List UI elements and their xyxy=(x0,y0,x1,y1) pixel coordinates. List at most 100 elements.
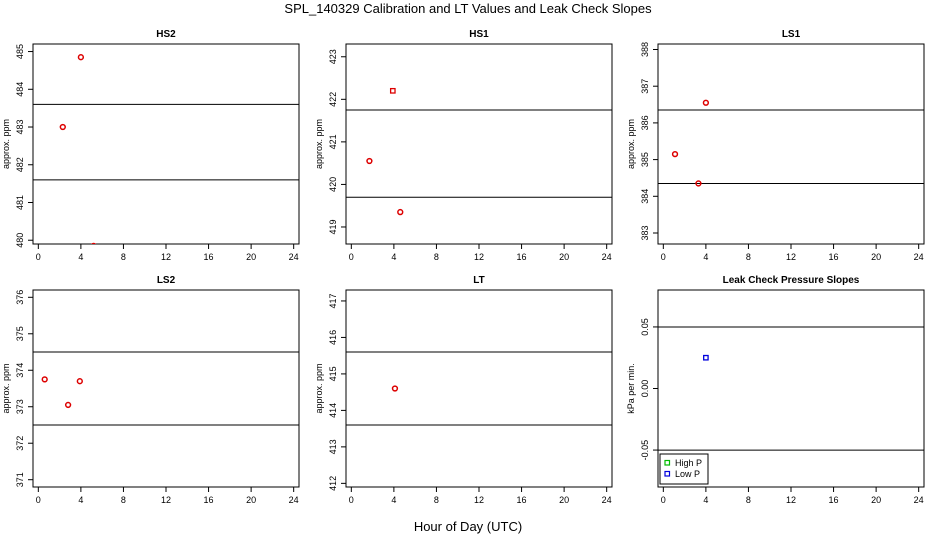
x-tick-label: 4 xyxy=(391,495,396,505)
legend-label: High P xyxy=(675,458,702,468)
y-tick-label: 372 xyxy=(15,436,25,451)
y-tick-label: 374 xyxy=(15,363,25,378)
x-tick-label: 8 xyxy=(746,252,751,262)
x-axis-label: Hour of Day (UTC) xyxy=(413,519,523,534)
x-tick-label: 0 xyxy=(349,252,354,262)
y-axis-label: approx. ppm xyxy=(1,119,11,169)
panel-title: LT xyxy=(473,275,484,286)
plot-frame xyxy=(345,289,613,488)
data-points xyxy=(391,385,399,392)
legend-box xyxy=(659,453,709,485)
legend-label: Low P xyxy=(675,469,700,479)
y-axis-label: approx. ppm xyxy=(314,119,324,169)
x-tick-label: 8 xyxy=(434,495,439,505)
data-point xyxy=(77,54,85,61)
x-tick-label: 20 xyxy=(246,495,256,505)
data-points xyxy=(366,87,404,216)
x-tick-label: 24 xyxy=(289,495,299,505)
x-tick-label: 8 xyxy=(121,495,126,505)
x-tick-label: 0 xyxy=(661,495,666,505)
data-point xyxy=(391,385,399,392)
x-tick-label: 4 xyxy=(703,495,708,505)
data-point xyxy=(64,401,72,409)
y-tick-label: 386 xyxy=(640,115,650,130)
x-tick-label: 4 xyxy=(78,252,83,262)
panel-title: HS2 xyxy=(156,29,176,40)
x-tick-label: 12 xyxy=(474,252,484,262)
y-tick-label: 485 xyxy=(15,44,25,59)
x-tick-label: 12 xyxy=(786,252,796,262)
y-tick-label: 375 xyxy=(15,326,25,341)
x-tick-label: 20 xyxy=(559,252,569,262)
panel-leak-check-pressure-slopes: Leak Check Pressure Slopes 0 4 8 12 16 20 24 -0.… xyxy=(626,275,925,505)
y-tick-label: 480 xyxy=(15,233,25,248)
legend-marker xyxy=(664,459,671,466)
x-tick-label: 4 xyxy=(391,252,396,262)
y-tick-label: 484 xyxy=(15,82,25,97)
plot-frame xyxy=(345,43,613,245)
y-tick-label: 422 xyxy=(328,92,338,107)
y-tick-label: 419 xyxy=(328,219,338,234)
y-tick-label: 371 xyxy=(15,472,25,487)
panel-ls1: LS1 0 4 8 12 16 20 24 383 384 385 386 387 388 approx. … xyxy=(626,29,925,262)
y-tick-label: 413 xyxy=(328,439,338,454)
data-point xyxy=(41,376,48,383)
data-point xyxy=(91,242,97,244)
x-tick-label: 4 xyxy=(703,252,708,262)
y-axis-label: kPa per min. xyxy=(626,363,636,414)
plot-frame xyxy=(32,289,300,488)
y-tick-label: 423 xyxy=(328,49,338,64)
page-title: SPL_140329 Calibration and LT Values and… xyxy=(284,1,652,16)
x-tick-label: 20 xyxy=(559,495,569,505)
panel-lt: LT 0 4 8 12 16 20 24 412 413 414 415 416 417 approx. p… xyxy=(314,275,613,505)
panel-hs1: HS1 0 4 8 12 16 20 24 419 420 421 422 423 approx. ppm xyxy=(314,29,613,262)
x-tick-label: 16 xyxy=(829,252,839,262)
y-tick-label: 373 xyxy=(15,399,25,414)
x-tick-label: 12 xyxy=(786,495,796,505)
x-tick-label: 16 xyxy=(829,495,839,505)
panel-title: Leak Check Pressure Slopes xyxy=(723,275,860,286)
data-point xyxy=(389,87,396,94)
y-axis-label: approx. ppm xyxy=(626,119,636,169)
x-tick-label: 0 xyxy=(349,495,354,505)
x-tick-label: 24 xyxy=(289,252,299,262)
x-tick-label: 20 xyxy=(871,252,881,262)
y-tick-label: 417 xyxy=(328,293,338,308)
data-points xyxy=(59,54,97,244)
x-tick-label: 16 xyxy=(517,495,527,505)
y-tick-label: -0.05 xyxy=(640,440,650,461)
legend-marker xyxy=(664,470,671,477)
x-tick-label: 8 xyxy=(121,252,126,262)
y-axis-label: approx. ppm xyxy=(1,363,11,413)
x-tick-label: 16 xyxy=(204,252,214,262)
y-tick-label: 388 xyxy=(640,42,650,57)
plot-frame xyxy=(657,43,925,245)
y-tick-label: 383 xyxy=(640,225,650,240)
x-tick-label: 4 xyxy=(78,495,83,505)
y-tick-label: 0.05 xyxy=(640,318,650,336)
panel-ls2: LS2 0 4 8 12 16 20 24 371 372 373 374 375 376 approx. … xyxy=(1,275,300,505)
y-tick-label: 387 xyxy=(640,79,650,94)
y-tick-label: 421 xyxy=(328,134,338,149)
panel-title: HS1 xyxy=(469,29,489,40)
y-tick-label: 414 xyxy=(328,403,338,418)
y-tick-label: 482 xyxy=(15,157,25,172)
data-point xyxy=(59,123,66,131)
data-point xyxy=(695,180,702,187)
y-tick-label: 416 xyxy=(328,330,338,345)
x-tick-label: 0 xyxy=(661,252,666,262)
data-point xyxy=(671,150,679,158)
data-point xyxy=(366,157,373,165)
data-points xyxy=(671,99,710,187)
x-tick-label: 20 xyxy=(871,495,881,505)
x-tick-label: 12 xyxy=(161,252,171,262)
x-tick-label: 8 xyxy=(746,495,751,505)
x-tick-label: 16 xyxy=(204,495,214,505)
x-tick-label: 24 xyxy=(914,252,924,262)
y-tick-label: 385 xyxy=(640,152,650,167)
x-tick-label: 20 xyxy=(246,252,256,262)
y-tick-label: 384 xyxy=(640,189,650,204)
y-tick-label: 483 xyxy=(15,120,25,135)
x-tick-label: 16 xyxy=(517,252,527,262)
